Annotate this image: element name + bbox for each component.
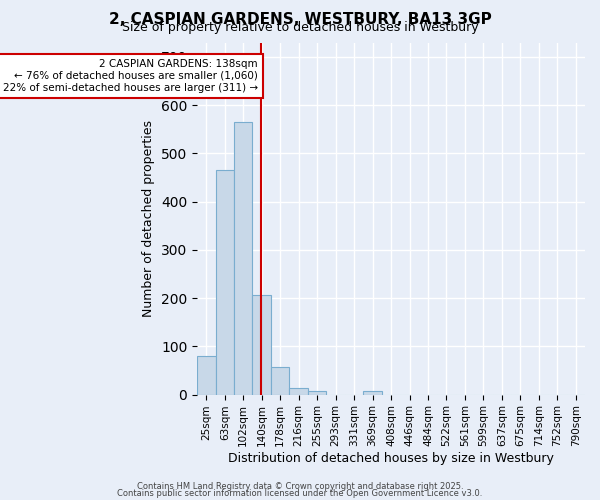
Text: Contains HM Land Registry data © Crown copyright and database right 2025.: Contains HM Land Registry data © Crown c… <box>137 482 463 491</box>
Text: Contains public sector information licensed under the Open Government Licence v3: Contains public sector information licen… <box>118 488 482 498</box>
Bar <box>271 367 289 394</box>
Bar <box>253 295 271 394</box>
Bar <box>215 170 234 394</box>
Bar <box>308 391 326 394</box>
Text: Size of property relative to detached houses in Westbury: Size of property relative to detached ho… <box>122 22 478 35</box>
Bar <box>234 122 253 394</box>
Y-axis label: Number of detached properties: Number of detached properties <box>142 120 155 317</box>
Bar <box>364 391 382 394</box>
Bar <box>197 356 215 395</box>
Text: 2, CASPIAN GARDENS, WESTBURY, BA13 3GP: 2, CASPIAN GARDENS, WESTBURY, BA13 3GP <box>109 12 491 26</box>
Bar <box>289 388 308 394</box>
Text: 2 CASPIAN GARDENS: 138sqm
← 76% of detached houses are smaller (1,060)
22% of se: 2 CASPIAN GARDENS: 138sqm ← 76% of detac… <box>3 60 258 92</box>
X-axis label: Distribution of detached houses by size in Westbury: Distribution of detached houses by size … <box>228 452 554 465</box>
